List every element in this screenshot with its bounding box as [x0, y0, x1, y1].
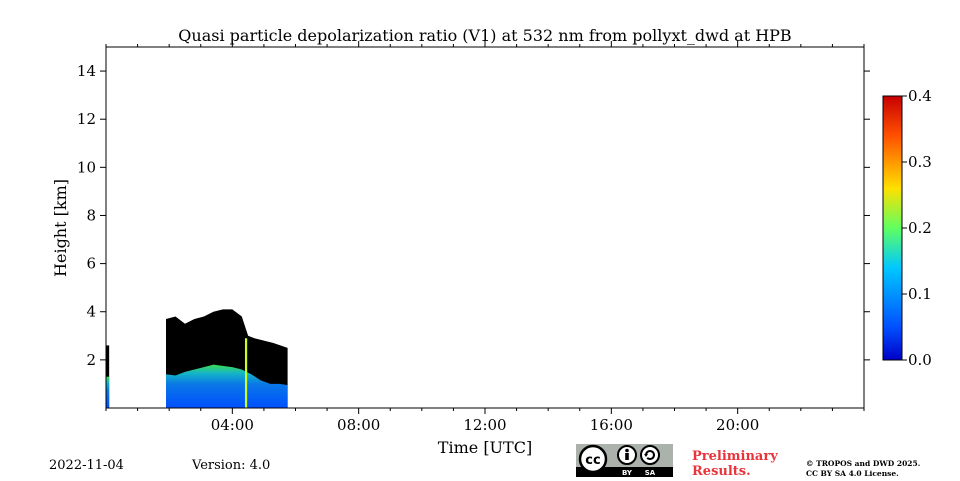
colorbar-tick-label: 0.0	[908, 351, 932, 369]
depol-region	[244, 338, 248, 408]
y-tick-label: 6	[86, 255, 96, 273]
colorbar-tick-label: 0.3	[908, 153, 932, 171]
y-axis-label: Height [km]	[51, 179, 70, 277]
x-tick-label: 04:00	[211, 416, 254, 434]
y-tick-label: 2	[86, 351, 96, 369]
x-tick-label: 16:00	[590, 416, 633, 434]
x-tick-label: 20:00	[716, 416, 759, 434]
date-label: 2022-11-04	[49, 458, 124, 473]
attribution-person-icon	[625, 448, 629, 453]
version-label: Version: 4.0	[192, 458, 271, 473]
preliminary-notice: Preliminary Results.	[692, 449, 778, 479]
preliminary-line-2: Results.	[692, 464, 751, 479]
x-tick-label: 12:00	[463, 416, 506, 434]
sa-label: SA	[645, 469, 656, 477]
x-axis-label: Time [UTC]	[438, 438, 532, 457]
y-tick-label: 8	[86, 206, 96, 224]
copyright-line-1: © TROPOS and DWD 2025.	[806, 459, 921, 468]
copyright-line-2: CC BY SA 4.0 License.	[806, 469, 899, 478]
preliminary-line-1: Preliminary	[692, 449, 778, 464]
copyright-notice: © TROPOS and DWD 2025. CC BY SA 4.0 Lice…	[806, 459, 920, 479]
y-tick-label: 4	[86, 303, 96, 321]
by-label: BY	[622, 469, 633, 477]
y-tick-label: 12	[77, 110, 96, 128]
depol-region	[106, 376, 110, 408]
chart-title: Quasi particle depolarization ratio (V1)…	[178, 26, 791, 45]
colorbar	[882, 95, 903, 361]
y-tick-label: 14	[77, 62, 96, 80]
x-tick-label: 08:00	[337, 416, 380, 434]
cc-icon: cc	[585, 453, 600, 468]
share-alike-icon	[645, 450, 655, 461]
colorbar-tick-label: 0.2	[908, 219, 932, 237]
colorbar-tick-label: 0.1	[908, 285, 932, 303]
y-tick-label: 10	[77, 158, 96, 176]
cc-by-sa-license-badge: cc BY SA	[576, 444, 673, 477]
depol-region	[166, 364, 288, 408]
colorbar-tick-label: 0.4	[908, 87, 932, 105]
